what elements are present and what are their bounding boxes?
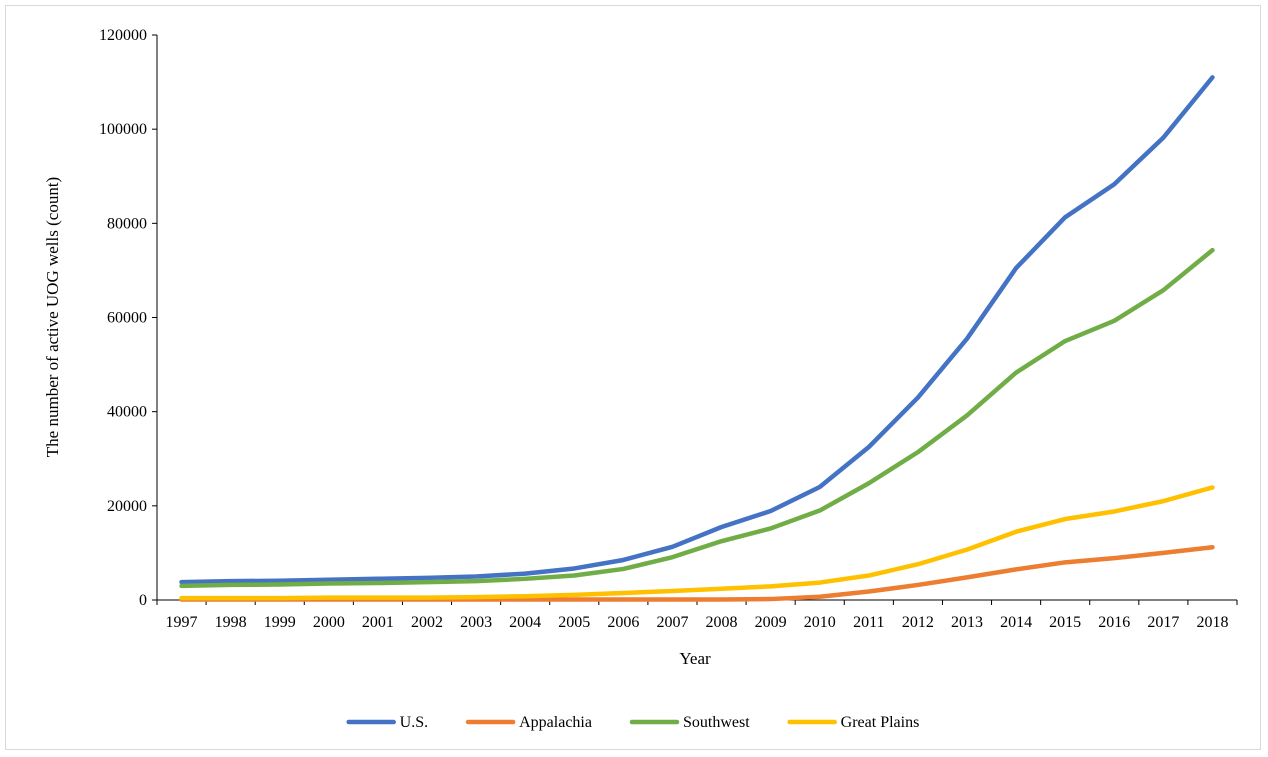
legend-item: Appalachia — [465, 714, 592, 731]
x-tick-label: 2000 — [313, 614, 345, 631]
x-tick-label: 2012 — [902, 614, 934, 631]
legend-label: U.S. — [400, 714, 428, 731]
x-tick-label: 2015 — [1049, 614, 1081, 631]
x-tick-label: 2001 — [362, 614, 394, 631]
x-tick-label: 2011 — [853, 614, 884, 631]
x-tick-label: 2013 — [951, 614, 983, 631]
y-tick-label: 80000 — [107, 215, 147, 232]
x-tick-label: 2007 — [656, 614, 688, 631]
x-tick-label: 1997 — [166, 614, 198, 631]
y-tick-label: 120000 — [99, 27, 147, 44]
legend-item: Great Plains — [787, 714, 920, 731]
x-tick-label: 2006 — [607, 614, 639, 631]
y-tick-label: 60000 — [107, 310, 147, 327]
legend-label: Appalachia — [519, 714, 592, 731]
x-tick-label: 2018 — [1196, 614, 1228, 631]
series-line-u-s — [179, 75, 1215, 585]
x-tick-label: 1999 — [264, 614, 296, 631]
x-tick-label: 1998 — [215, 614, 247, 631]
series-line-southwest — [179, 247, 1215, 589]
x-tick-label: 2005 — [558, 614, 590, 631]
legend-item: U.S. — [346, 714, 428, 731]
axes: 0 20000 40000 60000 80000 100000 120000 1997 199… — [99, 27, 1238, 631]
x-axis-title: Year — [679, 649, 711, 668]
series-line-great-plains — [179, 485, 1215, 601]
y-axis-title: The number of active UOG wells (count) — [43, 177, 62, 457]
x-tick-label: 2009 — [755, 614, 787, 631]
x-tick-label: 2008 — [706, 614, 738, 631]
legend-item: Southwest — [629, 714, 750, 731]
x-tick-label: 2004 — [509, 614, 541, 631]
x-tick-label: 2010 — [804, 614, 836, 631]
legend-label: Southwest — [683, 714, 750, 731]
x-tick-label: 2017 — [1147, 614, 1179, 631]
x-tick-label: 2014 — [1000, 614, 1032, 631]
legend-label: Great Plains — [841, 714, 920, 731]
legend: U.S. Appalachia Southwest Great Plains — [346, 714, 920, 731]
series-lines — [179, 75, 1215, 602]
x-tick-label: 2003 — [460, 614, 492, 631]
y-tick-label: 20000 — [107, 498, 147, 515]
y-tick-label: 0 — [139, 592, 147, 609]
x-tick-label: 2016 — [1098, 614, 1130, 631]
y-tick-label: 100000 — [99, 121, 147, 138]
y-tick-label: 40000 — [107, 404, 147, 421]
x-tick-label: 2002 — [411, 614, 443, 631]
chart-frame — [5, 5, 1261, 750]
